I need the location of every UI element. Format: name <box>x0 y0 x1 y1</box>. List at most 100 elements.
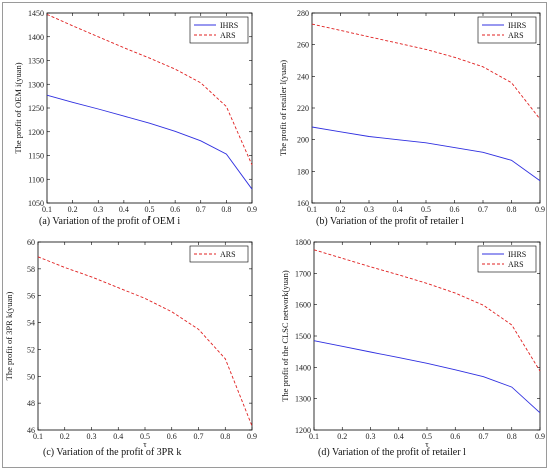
x-tick-label: 0.2 <box>68 205 78 214</box>
x-tick-label: 0.9 <box>535 205 545 214</box>
legend-label-ars: ARS <box>220 250 236 259</box>
y-tick-label: 1200 <box>28 128 44 137</box>
y-tick-label: 1150 <box>28 152 44 161</box>
x-tick-label: 0.5 <box>140 432 150 441</box>
x-tick-label: 0.3 <box>93 205 103 214</box>
x-tick-label: 0.1 <box>33 432 43 441</box>
x-tick-label: 0.7 <box>194 432 204 441</box>
series-line-ihrs <box>311 126 541 182</box>
panel-caption: (d) Variation of the profit of retailer … <box>318 447 466 458</box>
x-tick-label: 0.1 <box>309 432 319 441</box>
y-tick-label: 1300 <box>28 80 44 89</box>
legend-label-ars: ARS <box>508 260 524 269</box>
plot-area-3 <box>37 241 253 431</box>
y-tick-label: 54 <box>27 319 35 328</box>
legend-box <box>477 16 537 44</box>
x-tick-label: 0.4 <box>393 205 403 214</box>
x-tick-label: 0.6 <box>450 432 460 441</box>
x-tick-label: 0.5 <box>422 432 432 441</box>
x-tick-label: 0.8 <box>507 432 517 441</box>
legend-label-ihrs: IHRS <box>508 250 526 259</box>
series-line-ars <box>46 13 253 166</box>
y-tick-label: 1600 <box>295 301 311 310</box>
legend-label-ihrs: IHRS <box>220 21 238 30</box>
y-tick-label: 1500 <box>295 332 311 341</box>
x-axis-label: τ <box>425 439 429 449</box>
y-tick-label: 52 <box>27 345 35 354</box>
y-tick-label: 1400 <box>28 33 44 42</box>
panel-caption: (b) Variation of the profit of retailer … <box>316 216 464 227</box>
series-line-ars <box>313 249 541 372</box>
y-tick-label: 280 <box>297 9 309 18</box>
x-tick-label: 0.9 <box>247 205 257 214</box>
y-tick-label: 1100 <box>28 175 44 184</box>
y-tick-label: 46 <box>27 426 35 435</box>
panel-caption: (c) Variation of the profit of 3PR k <box>43 447 181 458</box>
x-tick-label: 0.1 <box>307 205 317 214</box>
legend-box <box>477 245 537 273</box>
legend-label-ars: ARS <box>508 31 524 40</box>
plot-area-4 <box>313 241 541 431</box>
y-axis-label: The profit of retailer l(yuan) <box>278 60 288 156</box>
x-tick-label: 0.7 <box>196 205 206 214</box>
y-tick-label: 1700 <box>295 269 311 278</box>
x-tick-label: 0.4 <box>394 432 404 441</box>
x-tick-label: 0.5 <box>421 205 431 214</box>
x-tick-label: 0.2 <box>337 432 347 441</box>
x-tick-label: 0.4 <box>113 432 123 441</box>
legend-label-ars: ARS <box>220 31 236 40</box>
x-tick-label: 0.6 <box>167 432 177 441</box>
y-tick-label: 60 <box>27 238 35 247</box>
y-tick-label: 180 <box>297 167 309 176</box>
y-tick-label: 1050 <box>28 199 44 208</box>
x-tick-label: 0.3 <box>366 432 376 441</box>
y-tick-label: 200 <box>297 136 309 145</box>
y-tick-label: 1400 <box>295 363 311 372</box>
series-line-ihrs <box>313 340 541 414</box>
legend-box <box>189 16 249 44</box>
x-axis-label: τ <box>424 212 428 222</box>
x-tick-label: 0.6 <box>170 205 180 214</box>
x-tick-label: 0.2 <box>60 432 70 441</box>
y-tick-label: 50 <box>27 372 35 381</box>
panel-caption: (a) Variation of the profit of OEM i <box>39 216 180 227</box>
y-tick-label: 58 <box>27 265 35 274</box>
y-tick-label: 1250 <box>28 104 44 113</box>
y-tick-label: 1350 <box>28 57 44 66</box>
x-tick-label: 0.1 <box>42 205 52 214</box>
x-tick-label: 0.3 <box>364 205 374 214</box>
y-tick-label: 240 <box>297 72 309 81</box>
y-tick-label: 48 <box>27 399 35 408</box>
x-tick-label: 0.4 <box>119 205 129 214</box>
x-tick-label: 0.8 <box>507 205 517 214</box>
y-axis-label: The profit of the CLSC network(yuan) <box>280 270 290 402</box>
y-axis-label: The profit of 3PR k(yuan) <box>4 291 14 380</box>
x-axis-label: τ <box>143 439 147 449</box>
x-tick-label: 0.9 <box>535 432 545 441</box>
y-tick-label: 1800 <box>295 238 311 247</box>
legend-label-ihrs: IHRS <box>508 21 526 30</box>
x-tick-label: 0.2 <box>336 205 346 214</box>
y-tick-label: 56 <box>27 292 35 301</box>
legend-box <box>189 245 249 263</box>
y-axis-label: The profit of OEM i(yuan) <box>13 62 23 153</box>
plot-area-2 <box>311 12 541 204</box>
x-tick-label: 0.9 <box>247 432 257 441</box>
y-tick-label: 220 <box>297 104 309 113</box>
y-tick-label: 1450 <box>28 9 44 18</box>
y-tick-label: 1300 <box>295 395 311 404</box>
series-line-ars <box>311 23 541 120</box>
x-tick-label: 0.6 <box>450 205 460 214</box>
x-tick-label: 0.3 <box>87 432 97 441</box>
series-line-ihrs <box>46 94 253 190</box>
x-tick-label: 0.8 <box>221 205 231 214</box>
x-tick-label: 0.7 <box>478 205 488 214</box>
x-tick-label: 0.5 <box>145 205 155 214</box>
y-tick-label: 260 <box>297 41 309 50</box>
y-tick-label: 1200 <box>295 426 311 435</box>
x-tick-label: 0.7 <box>479 432 489 441</box>
x-tick-label: 0.8 <box>220 432 230 441</box>
